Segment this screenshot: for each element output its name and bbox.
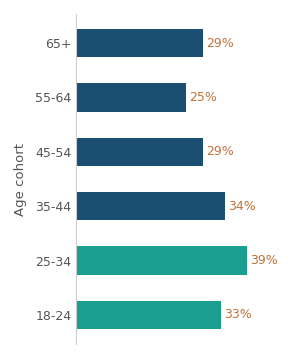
Text: 29%: 29%	[206, 145, 234, 158]
Text: 25%: 25%	[189, 91, 217, 104]
Bar	[76, 246, 247, 275]
Text: 34%: 34%	[228, 200, 256, 213]
Bar	[76, 301, 220, 329]
Bar	[76, 192, 225, 220]
Text: 39%: 39%	[250, 254, 278, 267]
Bar	[76, 29, 203, 57]
Y-axis label: Age cohort: Age cohort	[14, 142, 27, 216]
Bar	[76, 83, 186, 112]
Bar	[76, 138, 203, 166]
Text: 33%: 33%	[224, 309, 251, 321]
Text: 29%: 29%	[206, 37, 234, 49]
